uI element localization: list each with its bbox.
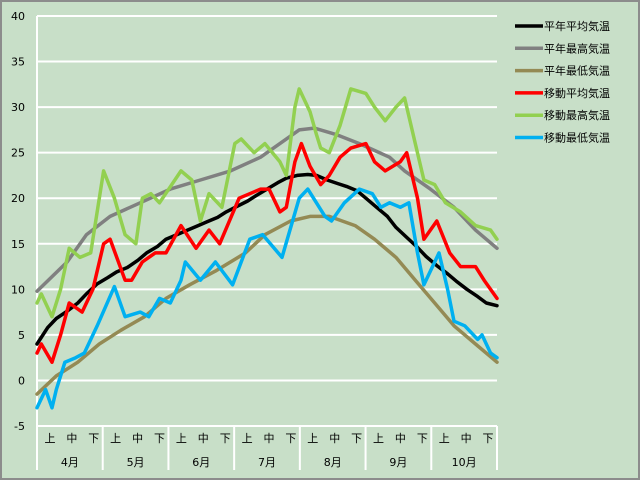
dekad-label: 上 <box>439 432 450 445</box>
dekad-label: 上 <box>44 432 55 445</box>
dekad-label: 中 <box>395 432 406 445</box>
dekad-label: 中 <box>461 432 472 445</box>
y-tick-label: -5 <box>14 420 25 433</box>
dekad-label: 下 <box>88 432 99 445</box>
dekad-label: 中 <box>329 432 340 445</box>
month-label: 9月 <box>389 456 407 469</box>
legend-label: 平年最高気温 <box>544 41 610 55</box>
legend-label: 移動平均気温 <box>544 86 610 100</box>
series-line <box>35 141 499 364</box>
dekad-label: 下 <box>220 432 231 445</box>
series-line <box>35 214 499 396</box>
y-tick-label: 35 <box>11 56 25 69</box>
dekad-label: 上 <box>242 432 253 445</box>
y-tick-label: 10 <box>11 283 25 296</box>
y-tick-label: 5 <box>18 329 25 342</box>
dekad-label: 中 <box>198 432 209 445</box>
y-tick-label: 30 <box>11 101 25 114</box>
y-tick-label: 20 <box>11 192 25 205</box>
dekad-label: 上 <box>110 432 121 445</box>
dekad-label: 中 <box>66 432 77 445</box>
month-label: 8月 <box>324 456 342 469</box>
series-line <box>35 172 499 346</box>
y-tick-label: 25 <box>11 147 25 160</box>
legend-label: 移動最高気温 <box>544 108 610 122</box>
y-tick-label: 40 <box>11 10 25 23</box>
dekad-label: 下 <box>285 432 296 445</box>
dekad-label: 中 <box>132 432 143 445</box>
series-line <box>35 187 499 410</box>
dekad-label: 下 <box>417 432 428 445</box>
month-label: 7月 <box>258 456 276 469</box>
dekad-label: 上 <box>307 432 318 445</box>
month-label: 10月 <box>452 456 477 469</box>
month-label: 5月 <box>127 456 145 469</box>
y-tick-label: 0 <box>18 374 25 387</box>
month-label: 6月 <box>192 456 210 469</box>
legend-label: 平年平均気温 <box>544 19 610 33</box>
dekad-label: 下 <box>483 432 494 445</box>
legend-label: 平年最低気温 <box>544 64 610 78</box>
dekad-label: 下 <box>351 432 362 445</box>
legend-label: 移動最低気温 <box>544 131 610 145</box>
dekad-label: 上 <box>176 432 187 445</box>
y-tick-label: 15 <box>11 238 25 251</box>
series-line <box>35 87 499 319</box>
month-label: 4月 <box>61 456 79 469</box>
dekad-label: 下 <box>154 432 165 445</box>
dekad-label: 中 <box>264 432 275 445</box>
dekad-label: 上 <box>373 432 384 445</box>
